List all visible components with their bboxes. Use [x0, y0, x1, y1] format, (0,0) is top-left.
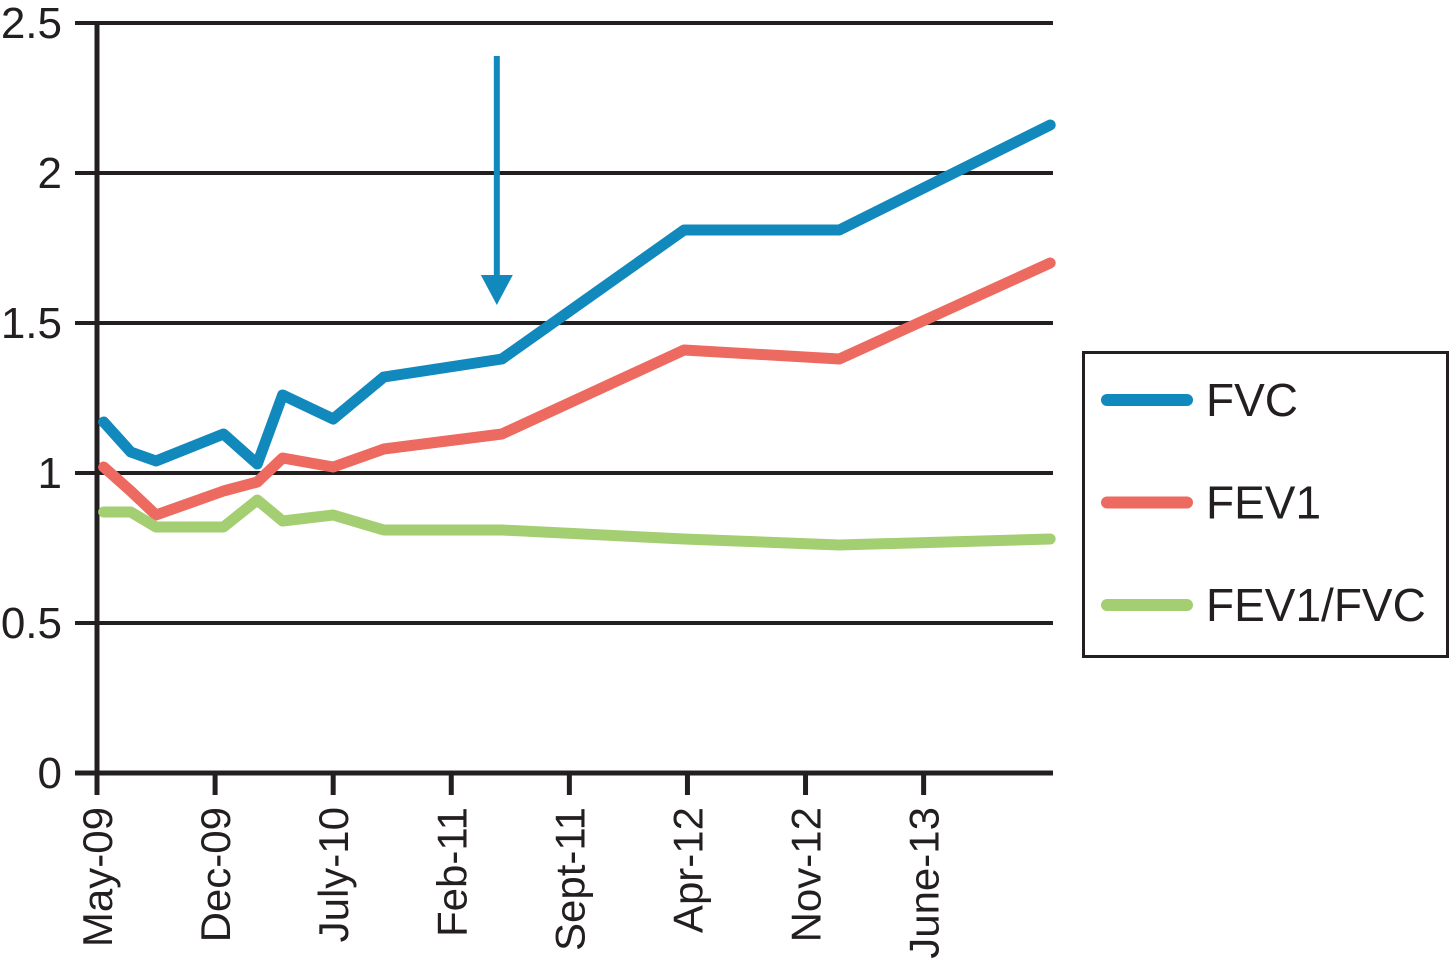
x-tick-label: Dec-09 [192, 807, 239, 942]
x-tick-label: Apr-12 [664, 807, 711, 933]
x-tick-label: Nov-12 [783, 807, 830, 942]
legend-label-fev1-fvc: FEV1/FVC [1206, 579, 1426, 631]
y-axis-labels: 0 0.5 1 1.5 2 2.5 [1, 0, 62, 798]
x-axis-labels: May-09 Dec-09 July-10 Feb-11 Sept-11 Apr-12 No… [74, 807, 948, 959]
legend: FVC FEV1 FEV1/FVC [1082, 351, 1449, 658]
annotation-arrow [480, 56, 513, 305]
y-tick-label: 2.5 [1, 0, 62, 48]
y-tick-label: 2 [38, 149, 62, 198]
x-tick-label: Feb-11 [428, 807, 475, 937]
legend-item-fev1-fvc: FEV1/FVC [1101, 579, 1426, 631]
series-line-fvc [98, 119, 1056, 470]
y-tick-label: 0.5 [1, 599, 62, 648]
x-tick-label: July-10 [310, 807, 357, 942]
legend-item-fvc: FVC [1101, 374, 1298, 426]
y-tick-label: 1.5 [1, 299, 62, 348]
x-axis-ticks [94, 773, 927, 795]
x-tick-label: Sept-11 [546, 807, 593, 951]
legend-items: FVC FEV1 FEV1/FVC [1101, 374, 1426, 631]
y-tick-label: 0 [38, 749, 62, 798]
series-line-fev1-fvc [98, 494, 1056, 551]
legend-label-fev1: FEV1 [1206, 477, 1321, 529]
gridlines [75, 21, 1053, 776]
x-tick-label: May-09 [74, 807, 121, 947]
x-tick-label: June-13 [901, 807, 948, 959]
series-lines [98, 119, 1056, 551]
arrow-head-icon [480, 275, 513, 305]
legend-label-fvc: FVC [1206, 374, 1298, 426]
y-tick-label: 1 [38, 449, 62, 498]
legend-item-fev1: FEV1 [1101, 477, 1321, 529]
series-line-fev1 [98, 257, 1056, 521]
